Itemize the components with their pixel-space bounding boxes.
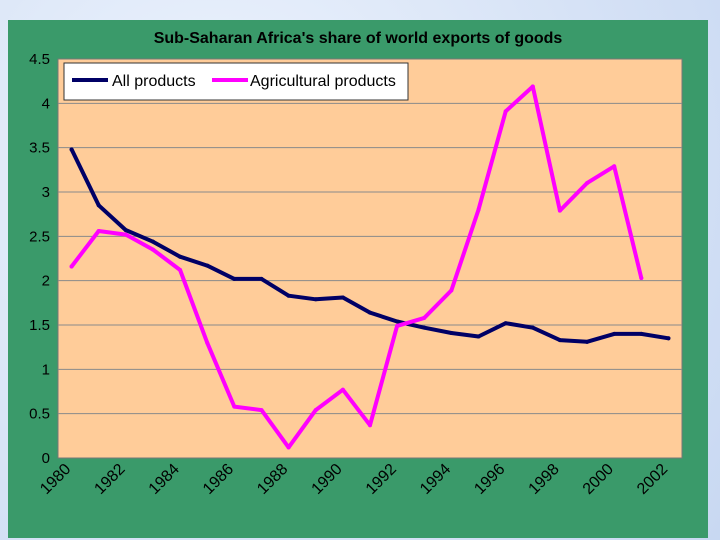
legend-label-all-products: All products (112, 73, 196, 90)
data-point-all-products (449, 330, 454, 335)
data-point-all-products (123, 228, 128, 233)
y-tick-label: 3.5 (29, 140, 50, 157)
data-point-agricultural-products (259, 408, 264, 413)
x-tick-label: 1982 (91, 461, 128, 498)
x-tick-label: 2002 (634, 461, 671, 498)
y-tick-label: 1.5 (29, 317, 50, 334)
data-point-all-products (666, 336, 671, 341)
data-point-all-products (150, 239, 155, 244)
data-point-all-products (557, 338, 562, 343)
data-point-agricultural-products (313, 408, 318, 413)
legend-label-agricultural-products: Agricultural products (250, 73, 396, 90)
data-point-agricultural-products (422, 315, 427, 320)
x-tick-label: 1994 (417, 461, 454, 498)
data-point-all-products (612, 331, 617, 336)
y-tick-label: 1 (42, 361, 50, 378)
data-point-all-products (232, 276, 237, 281)
x-tick-label: 2000 (580, 461, 617, 498)
data-point-agricultural-products (503, 109, 508, 114)
x-tick-label: 1998 (526, 461, 563, 498)
x-tick-label: 1988 (254, 461, 291, 498)
y-tick-label: 2 (42, 273, 50, 290)
x-tick-label: 1992 (363, 461, 400, 498)
data-point-all-products (96, 203, 101, 208)
data-point-agricultural-products (612, 164, 617, 169)
data-point-agricultural-products (395, 323, 400, 328)
y-tick-label: 2.5 (29, 228, 50, 245)
data-point-agricultural-products (150, 247, 155, 252)
data-point-all-products (69, 147, 74, 152)
data-point-agricultural-products (340, 387, 345, 392)
y-tick-label: 0.5 (29, 406, 50, 423)
data-point-all-products (422, 325, 427, 330)
data-point-agricultural-products (368, 423, 372, 428)
y-tick-label: 4.5 (29, 51, 50, 68)
y-tick-label: 4 (42, 95, 50, 112)
y-axis-ticks: 0 0.5 1 1.5 2 2.5 3 3.5 4 4.5 (29, 51, 50, 467)
data-point-all-products (368, 310, 372, 315)
data-point-agricultural-products (530, 84, 535, 89)
data-point-all-products (286, 293, 291, 298)
data-point-agricultural-products (639, 276, 644, 281)
data-point-all-products (585, 339, 590, 344)
y-tick-label: 0 (42, 450, 50, 467)
legend: All products Agricultural products (63, 62, 409, 101)
y-tick-label: 3 (42, 184, 50, 201)
data-point-agricultural-products (585, 181, 590, 186)
data-point-all-products (178, 254, 183, 259)
x-tick-label: 1984 (146, 461, 183, 498)
x-tick-label: 1986 (200, 461, 237, 498)
data-point-all-products (313, 297, 318, 302)
x-tick-label: 1996 (471, 461, 508, 498)
data-point-agricultural-products (557, 208, 562, 213)
data-point-agricultural-products (205, 340, 210, 345)
data-point-all-products (340, 295, 345, 300)
data-point-agricultural-products (449, 288, 454, 293)
data-point-all-products (395, 319, 400, 324)
series-group (69, 84, 671, 450)
data-point-all-products (205, 263, 210, 268)
x-tick-label: 1990 (309, 461, 346, 498)
data-point-all-products (476, 334, 481, 339)
data-point-all-products (259, 276, 264, 281)
grid-lines (58, 102, 682, 415)
data-point-agricultural-products (96, 229, 101, 234)
data-point-agricultural-products (69, 264, 74, 269)
data-point-agricultural-products (232, 404, 237, 409)
series-line-agricultural-products (69, 84, 644, 450)
data-point-all-products (639, 331, 644, 336)
data-point-agricultural-products (123, 232, 128, 237)
data-point-agricultural-products (476, 207, 481, 212)
plot-area (57, 58, 683, 459)
data-point-all-products (503, 321, 508, 326)
chart-title: Sub-Saharan Africa's share of world expo… (154, 30, 563, 47)
x-axis-ticks: 1980 1982 1984 1986 1988 1990 1992 1994 1996 1998… (37, 461, 671, 498)
data-point-agricultural-products (178, 268, 183, 273)
data-point-all-products (530, 325, 535, 330)
data-point-agricultural-products (286, 445, 291, 450)
